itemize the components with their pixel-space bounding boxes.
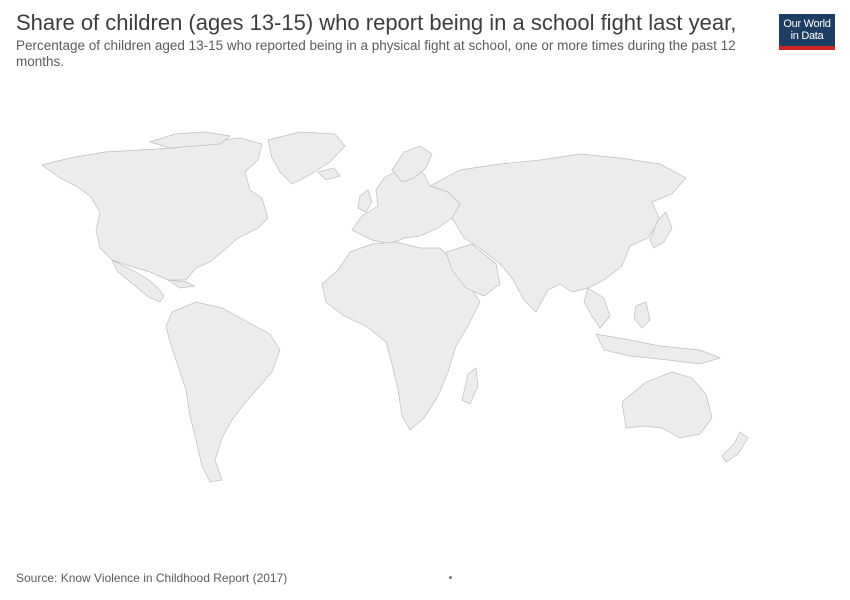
world-map-svg	[41, 131, 749, 483]
chart-title: Share of children (ages 13-15) who repor…	[16, 10, 737, 35]
new-zealand[interactable]	[721, 431, 749, 463]
asia[interactable]	[429, 153, 687, 313]
southeast-asia[interactable]	[583, 287, 611, 329]
owid-logo[interactable]: Our World in Data	[779, 14, 835, 50]
australia[interactable]	[621, 371, 713, 439]
central-america[interactable]	[111, 259, 165, 303]
arabian-peninsula[interactable]	[445, 243, 501, 297]
timeline-dot[interactable]	[449, 576, 452, 579]
iceland[interactable]	[317, 167, 341, 181]
greenland[interactable]	[267, 131, 346, 185]
caribbean-islands[interactable]	[167, 279, 196, 289]
north-america[interactable]	[41, 137, 269, 281]
canadian-arctic-islands[interactable]	[148, 131, 231, 149]
scandinavia[interactable]	[391, 145, 433, 183]
madagascar[interactable]	[461, 367, 479, 405]
logo-accent-bar	[779, 46, 835, 50]
indonesia[interactable]	[595, 333, 722, 365]
logo-line-1: Our World	[783, 18, 831, 30]
philippines[interactable]	[633, 301, 651, 329]
south-america[interactable]	[165, 301, 281, 483]
africa[interactable]	[321, 241, 481, 431]
british-isles[interactable]	[357, 189, 373, 213]
world-map[interactable]	[0, 120, 850, 500]
logo-line-2: in Data	[790, 30, 824, 42]
japan[interactable]	[649, 211, 673, 249]
chart-subtitle: Percentage of children aged 13-15 who re…	[16, 38, 736, 69]
source-note: Source: Know Violence in Childhood Repor…	[16, 571, 288, 585]
